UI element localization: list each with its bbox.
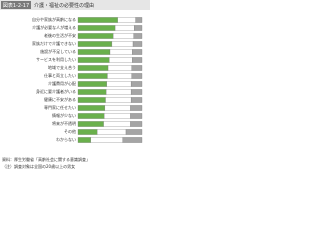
header-band [0,0,150,10]
category-label: 将来が不透明 [52,120,76,126]
bar-segment [77,97,106,103]
bar-segment [135,17,143,23]
bar-segment [122,137,143,143]
bar-segment [77,57,110,63]
bar-segment [109,49,133,55]
bar-segment [97,129,127,135]
category-label: 家族だけで介護できない [32,40,76,46]
category-label: 専門家に任せたい [44,104,76,110]
bar-segment [77,81,107,87]
bar-segment [107,65,132,71]
figure-number: 図表1-2-17 [3,2,29,9]
bar-segment [104,113,131,119]
category-label: 自分や家族が高齢になる [32,16,76,22]
bar-segment [104,105,131,111]
bar-segment [111,41,134,47]
bar-segment [132,49,143,55]
bar-segment [77,129,98,135]
category-label: 情報が少ない [52,112,76,118]
category-label: その他 [64,128,76,134]
bar-segment [106,81,132,87]
bar-segment [132,41,143,47]
bar-segment [134,25,143,31]
bar-segment [77,17,118,23]
bar-segment [90,137,123,143]
bar-segment [109,57,133,63]
bar-segment [77,65,109,71]
bar-segment [131,65,143,71]
chart: 図表1-2-17 介護・福祉の必要性の理由 資料：厚生労働省「高齢社会に関する意… [0,0,150,169]
category-label: 地域で支え合う [48,64,76,70]
bar-segment [77,33,114,39]
bar-segment [77,113,105,119]
category-label: 介護費用が心配 [48,80,76,86]
bar-segment [130,97,143,103]
category-label: 健康に不安がある [44,96,76,102]
bar-segment [131,73,143,79]
bar-segment [130,105,143,111]
bar-segment [106,89,132,95]
figure-box [1,1,31,9]
category-label: わからない [56,136,76,142]
bar-segment [130,113,143,119]
chart-title: 介護・福祉の必要性の理由 [34,2,94,9]
bar-segment [77,121,104,127]
bar-segment [130,89,143,95]
bar-segment [77,137,91,143]
bar-segment [133,33,143,39]
bar-segment [77,73,108,79]
bar-segment [77,89,107,95]
category-label: 老後の生活が不安 [44,32,76,38]
bar-segment [103,121,131,127]
bar-segment [130,121,143,127]
bar-segment [77,41,113,47]
bar-segment [105,97,132,103]
bar-segment [114,25,135,31]
bar-segment [130,81,143,87]
bar-segment [113,33,134,39]
category-label: 施設が不足している [40,48,76,54]
footnote: 資料：厚生労働省「高齢社会に関する意識調査」 [2,156,90,162]
bar-segment [77,105,106,111]
category-label: 仕事と両立したい [44,72,76,78]
bar-segment [125,129,143,135]
category-label: 介護が必要な人が増える [32,24,76,30]
footnote: （注）調査対象は全国の20歳以上の男女 [2,163,75,169]
bar-segment [77,25,116,31]
bar-segment [107,73,132,79]
bar-segment [132,57,143,63]
category-label: サービスを利用したい [36,56,76,62]
bar-segment [117,17,136,23]
category-label: 身近に要介護者がいる [36,88,76,94]
bar-segment [77,49,111,55]
